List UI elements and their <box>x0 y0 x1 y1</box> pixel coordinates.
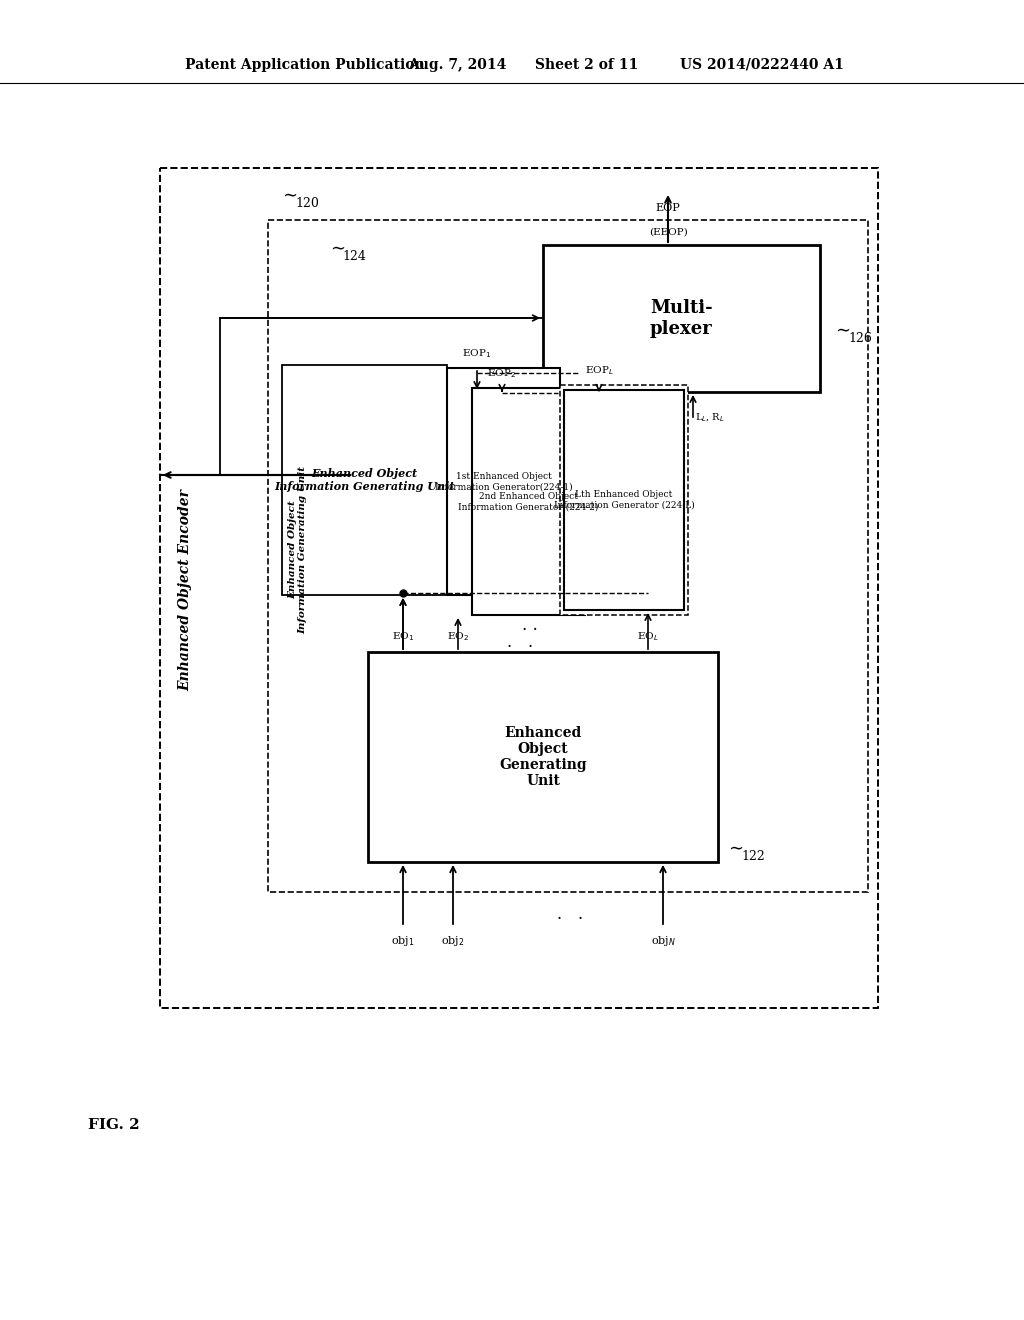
Text: EOP$_2$: EOP$_2$ <box>487 367 516 380</box>
Text: Enhanced
Object
Generating
Unit: Enhanced Object Generating Unit <box>499 726 587 788</box>
Text: 1st Enhanced Object
Information Generator(224-1): 1st Enhanced Object Information Generato… <box>434 471 572 491</box>
Text: ∼: ∼ <box>282 186 297 205</box>
Text: Enhanced Object
Information Generating Unit: Enhanced Object Information Generating U… <box>289 466 307 634</box>
Bar <box>282 366 447 595</box>
Text: EO$_L$: EO$_L$ <box>637 630 658 643</box>
Text: FIG. 2: FIG. 2 <box>88 1118 139 1133</box>
Text: 126: 126 <box>848 333 871 345</box>
Text: Aug. 7, 2014: Aug. 7, 2014 <box>408 58 507 73</box>
Text: Enhanced Object
Information Generating Unit: Enhanced Object Information Generating U… <box>274 469 455 492</box>
Text: obj$_2$: obj$_2$ <box>441 935 465 948</box>
Bar <box>560 385 688 615</box>
Text: Lth Enhanced Object
Information Generator (224-L): Lth Enhanced Object Information Generato… <box>554 490 694 510</box>
Text: (EEOP): (EEOP) <box>648 228 687 238</box>
Text: Enhanced Object Encoder: Enhanced Object Encoder <box>178 490 193 690</box>
Text: EO$_2$: EO$_2$ <box>447 630 469 643</box>
Text: ∼: ∼ <box>330 239 345 257</box>
Text: ∼: ∼ <box>835 321 850 339</box>
Text: EOP$_L$: EOP$_L$ <box>585 364 613 378</box>
Text: 120: 120 <box>295 197 318 210</box>
Text: ·   ·: · · <box>557 912 583 928</box>
Text: 124: 124 <box>342 249 366 263</box>
Text: EOP$_1$: EOP$_1$ <box>463 347 492 360</box>
Text: . .: . . <box>522 616 538 634</box>
Bar <box>368 652 718 862</box>
Text: ·   ·: · · <box>507 639 534 656</box>
Text: Patent Application Publication: Patent Application Publication <box>185 58 425 73</box>
Bar <box>447 368 560 595</box>
Bar <box>160 168 878 1008</box>
Text: EO$_1$: EO$_1$ <box>392 630 414 643</box>
Text: Multi-
plexer: Multi- plexer <box>650 300 713 338</box>
Text: 2nd Enhanced Object
Information Generator (224-2): 2nd Enhanced Object Information Generato… <box>459 492 599 511</box>
Text: ∼: ∼ <box>728 840 743 857</box>
Bar <box>268 220 868 892</box>
Text: L$_L$, R$_L$: L$_L$, R$_L$ <box>695 412 725 424</box>
Text: obj$_N$: obj$_N$ <box>650 935 676 948</box>
Bar <box>472 388 585 615</box>
Text: obj$_1$: obj$_1$ <box>391 935 415 948</box>
Bar <box>543 246 820 392</box>
Text: US 2014/0222440 A1: US 2014/0222440 A1 <box>680 58 844 73</box>
Text: Sheet 2 of 11: Sheet 2 of 11 <box>535 58 638 73</box>
Text: EOP: EOP <box>655 203 680 213</box>
Text: 122: 122 <box>741 850 765 863</box>
Bar <box>564 389 684 610</box>
